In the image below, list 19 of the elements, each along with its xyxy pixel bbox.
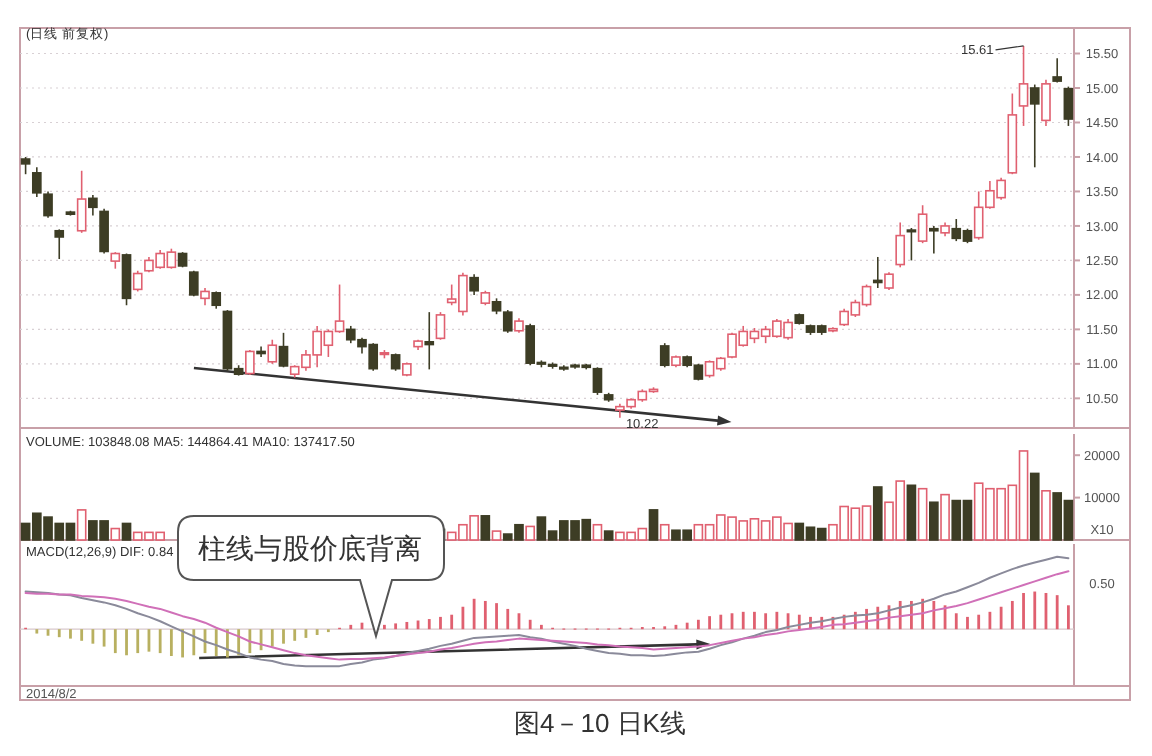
bar — [906, 484, 917, 541]
bar — [525, 525, 536, 541]
bar — [491, 530, 502, 541]
bar — [603, 530, 614, 541]
bar — [929, 501, 939, 541]
annotation: 柱线与股价底背离 — [198, 534, 422, 566]
bar — [121, 522, 132, 541]
bar — [917, 487, 928, 541]
bar — [648, 509, 659, 541]
bar — [659, 523, 670, 541]
bar — [76, 509, 87, 541]
bar — [110, 527, 121, 541]
bar — [940, 493, 950, 541]
bar — [1029, 472, 1040, 541]
bar — [1041, 490, 1051, 541]
caption: 图4－10 日K线 — [514, 708, 686, 738]
bar — [592, 523, 603, 541]
bar — [480, 515, 491, 541]
bar — [872, 486, 883, 541]
